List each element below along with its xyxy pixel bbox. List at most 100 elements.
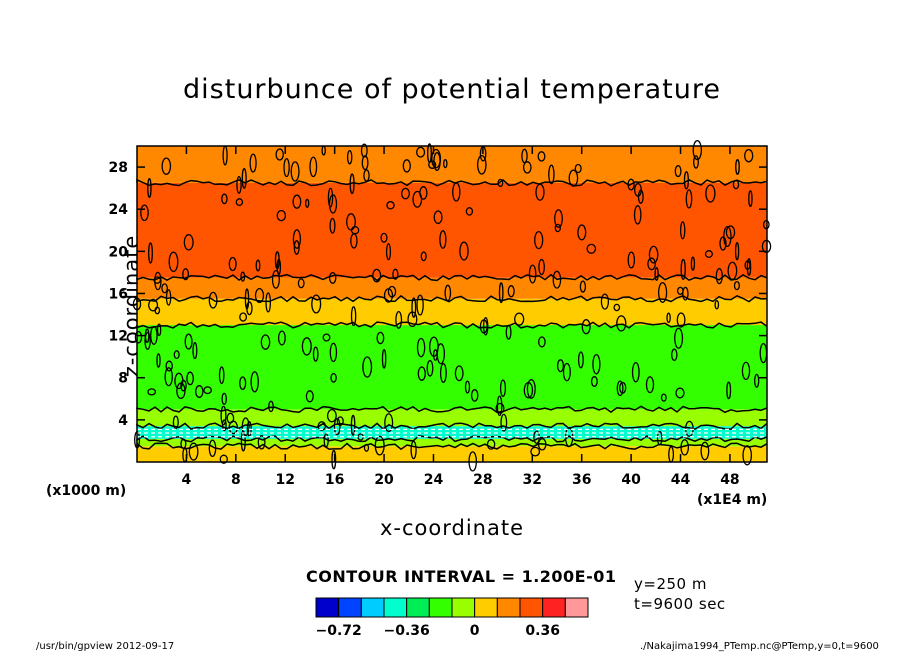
contour-blob [183, 234, 194, 251]
contour-blob [330, 372, 337, 383]
contour-blob [433, 152, 441, 171]
contour-blob [419, 186, 428, 200]
contour-blob [246, 301, 253, 316]
contour-blob [538, 258, 545, 276]
contour-blob [220, 405, 227, 426]
contour-blob [208, 439, 217, 458]
contour-blob [265, 292, 272, 313]
contour-blob [411, 297, 417, 318]
contour-blob [161, 283, 168, 294]
chart-title: disturbunce of potential temperature [183, 74, 721, 105]
contour-blob [482, 317, 489, 336]
contour-blob [392, 268, 399, 280]
contour-blob [692, 140, 703, 161]
contour-blob [444, 284, 452, 302]
contour-blob [719, 236, 727, 251]
contour-blob [744, 260, 751, 271]
contour-blob [433, 210, 443, 225]
contour-blob [276, 209, 287, 222]
contour-blob [182, 268, 190, 281]
colorbar-swatch [542, 597, 566, 618]
contour-blob [420, 251, 427, 262]
colorbar-swatch [496, 597, 521, 618]
contour-blob [647, 257, 656, 271]
contour-blob [174, 372, 184, 390]
contour-blob [627, 178, 635, 191]
x-tick-label: 36 [572, 472, 591, 488]
contour-blob [548, 164, 555, 185]
x-tick-label: 32 [523, 472, 542, 488]
contour-blob [592, 353, 601, 375]
contour-blob [579, 280, 587, 293]
contour-blob [255, 259, 261, 272]
contour-blob [680, 439, 690, 456]
contour-blob [521, 148, 528, 164]
contour-blob [535, 183, 545, 201]
contour-line-5 [136, 321, 768, 329]
contour-blob [241, 167, 247, 189]
contour-blob [239, 312, 248, 322]
colorbar-swatch [406, 597, 430, 618]
contour-blob [586, 243, 597, 254]
contour-blob [526, 378, 536, 399]
contour-blob [554, 223, 561, 233]
heatmap-layer-8 [137, 146, 767, 183]
contour-blob [311, 294, 322, 314]
contour-blob [326, 408, 337, 423]
contour-blob [704, 250, 713, 258]
contour-blob [221, 392, 227, 406]
contour-blob [322, 333, 331, 342]
contour-blob [666, 312, 671, 324]
contour-blob [154, 271, 162, 291]
contour-blob [147, 177, 152, 199]
contour-blob [556, 359, 565, 373]
x-axis-unit: (x1E4 m) [697, 492, 768, 508]
contour-blob [385, 243, 392, 261]
contour-blob [275, 148, 284, 161]
colorbar-swatch [519, 597, 544, 618]
x-tick-label: 20 [374, 472, 394, 488]
colorbar-swatch [428, 597, 453, 618]
contour-blob [401, 187, 410, 200]
contour-blob [173, 350, 180, 360]
contour-blob [387, 285, 397, 298]
contour-blob [680, 258, 686, 280]
contour-blob [674, 165, 682, 178]
contour-blob [754, 373, 760, 388]
contour-blob [700, 441, 710, 461]
contour-blob [361, 155, 369, 171]
contour-blob [486, 439, 496, 450]
contour-blob [690, 256, 696, 271]
contour-blob [172, 415, 179, 430]
contour-blob [283, 158, 290, 178]
colorbar-swatch [383, 597, 408, 618]
contour-blob [417, 366, 426, 381]
contour-blob [226, 412, 235, 424]
contour-blob [746, 258, 752, 276]
contour-blob [305, 198, 310, 208]
y-axis-ticks: 4 8 12 16 20 24 28 [109, 160, 767, 429]
contour-blob [600, 293, 610, 310]
y-tick-label: 20 [109, 244, 129, 260]
contour-blob [715, 267, 723, 285]
contour-blob [192, 342, 198, 360]
contour-blob [328, 194, 338, 214]
x-axis-label: x-coordinate [379, 516, 524, 540]
contour-blob [505, 324, 512, 340]
contour-blob [331, 449, 337, 470]
contour-blob [723, 225, 732, 248]
contour-blob [309, 156, 318, 178]
contour-blob [208, 291, 218, 309]
contour-blob [328, 271, 337, 284]
colorbar-swatch [338, 597, 362, 618]
contour-blob [395, 310, 403, 329]
contour-blob [274, 251, 280, 270]
contour-blob [581, 319, 591, 335]
contour-blob [203, 386, 212, 395]
contour-blob [631, 361, 640, 383]
contour-blob [671, 348, 678, 362]
y-tick-label: 28 [109, 160, 128, 176]
contour-blob [140, 204, 149, 222]
contour-blob [522, 161, 532, 174]
